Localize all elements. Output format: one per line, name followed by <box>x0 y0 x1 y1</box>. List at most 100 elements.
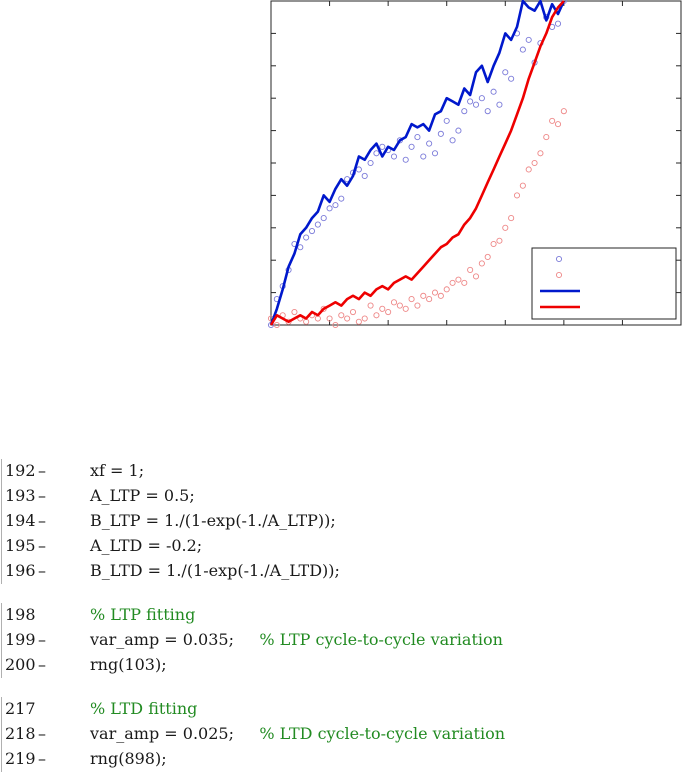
legend-marker-0 <box>555 255 563 263</box>
code-text: % LTD fitting <box>90 697 197 721</box>
series-0-point-9 <box>320 215 327 222</box>
series-1-point-43 <box>519 182 526 189</box>
legend-box <box>531 247 677 320</box>
series-0-point-44 <box>525 36 532 43</box>
series-0-point-12 <box>338 195 345 202</box>
code-line[interactable]: 217 % LTD fitting <box>0 697 683 721</box>
code-text: var_amp = 0.025; % LTD cycle-to-cycle va… <box>90 722 505 746</box>
series-0-point-41 <box>508 75 515 82</box>
breakpoint-marker[interactable]: – <box>38 630 46 649</box>
series-1-point-6 <box>303 318 310 325</box>
series-0-point-32 <box>455 127 462 134</box>
line-number: 217 <box>5 699 36 718</box>
series-0-point-26 <box>420 153 427 160</box>
code-comment: % LTP fitting <box>90 605 196 624</box>
breakpoint-marker[interactable]: – <box>38 561 46 580</box>
series-1-point-25 <box>414 302 421 309</box>
series-0-point-11 <box>332 202 339 209</box>
series-1-point-27 <box>426 296 433 303</box>
series-0-point-29 <box>437 130 444 137</box>
series-0-point-10 <box>326 205 333 212</box>
series-1-point-28 <box>431 289 439 296</box>
code-line[interactable]: 195– A_LTD = -0.2; <box>0 534 683 558</box>
line-number: 192 <box>5 461 36 480</box>
fitting-plot <box>267 0 682 329</box>
series-1-point-8 <box>314 315 321 322</box>
series-1-point-21 <box>390 299 398 306</box>
series-0-point-49 <box>554 20 562 27</box>
series-1-point-31 <box>449 279 456 286</box>
series-1-point-44 <box>525 166 532 173</box>
code-line[interactable]: 199– var_amp = 0.035; % LTP cycle-to-cycl… <box>0 628 683 652</box>
breakpoint-marker[interactable]: – <box>38 724 46 743</box>
code-line[interactable]: 219– rng(898); <box>0 747 683 771</box>
gutter-bar <box>1 603 2 678</box>
code-text: B_LTP = 1./(1-exp(-1./A_LTP)); <box>90 509 336 533</box>
series-0-point-36 <box>478 95 485 102</box>
code-statement: xf = 1; <box>90 461 145 480</box>
plot-marks <box>267 0 567 329</box>
code-line[interactable]: 192– xf = 1; <box>0 459 683 483</box>
series-1-point-38 <box>490 240 497 248</box>
code-statement: var_amp = 0.025; <box>90 724 260 743</box>
code-line[interactable]: 218– var_amp = 0.025; % LTD cycle-to-cycl… <box>0 722 683 746</box>
series-0-point-7 <box>308 227 316 235</box>
series-1-point-33 <box>461 279 468 286</box>
code-line[interactable]: 198 % LTP fitting <box>0 603 683 627</box>
series-0-point-43 <box>519 46 526 53</box>
breakpoint-marker[interactable]: – <box>38 511 46 530</box>
series-0-point-8 <box>314 221 321 228</box>
series-1-point-29 <box>437 292 444 299</box>
code-block: 198 % LTP fitting 199– var_amp = 0.035; % L… <box>0 603 683 678</box>
series-0-point-34 <box>467 98 474 105</box>
line-number: 200 <box>5 655 36 674</box>
series-1-point-45 <box>531 159 538 167</box>
series-0-point-5 <box>297 244 304 251</box>
code-text: xf = 1; <box>90 459 144 483</box>
gutter-bar <box>1 459 2 584</box>
code-line[interactable]: 193– A_LTP = 0.5; <box>0 484 683 508</box>
series-0-point-31 <box>449 137 456 144</box>
series-1-point-1 <box>273 321 280 329</box>
breakpoint-marker[interactable]: – <box>38 749 46 768</box>
breakpoint-marker[interactable]: – <box>38 461 46 480</box>
series-1-point-30 <box>443 286 450 293</box>
code-block: 192– xf = 1; 193– A_LTP = 0.5; 194– B_LTP = 1… <box>0 459 683 584</box>
series-0-point-15 <box>355 166 362 173</box>
line-number: 193 <box>5 486 36 505</box>
code-line[interactable]: 194– B_LTP = 1./(1-exp(-1./A_LTP)); <box>0 509 683 533</box>
legend-marker-1 <box>555 271 563 279</box>
series-1-point-14 <box>349 308 357 316</box>
line-number: 195 <box>5 536 36 555</box>
series-0-point-17 <box>367 159 374 167</box>
code-line[interactable]: 196– B_LTD = 1./(1-exp(-1./A_LTD)); <box>0 559 683 583</box>
series-1-point-48 <box>549 117 556 124</box>
line-number: 219 <box>5 749 36 768</box>
series-1-point-13 <box>344 315 351 322</box>
series-0-point-35 <box>472 101 480 108</box>
line-number: 199 <box>5 630 36 649</box>
series-1-point-17 <box>367 302 374 309</box>
breakpoint-marker[interactable]: – <box>38 655 46 674</box>
code-text: A_LTP = 0.5; <box>90 484 195 508</box>
code-statement: var_amp = 0.035; <box>90 630 260 649</box>
series-0-point-30 <box>443 117 450 124</box>
series-0-point-40 <box>502 69 509 76</box>
series-1-point-11 <box>332 321 339 329</box>
series-0-point-18 <box>373 150 380 157</box>
series-0-point-25 <box>414 134 421 141</box>
breakpoint-marker[interactable]: – <box>38 486 46 505</box>
breakpoint-marker[interactable]: – <box>38 536 46 555</box>
plot-legend <box>531 247 677 320</box>
series-1-point-26 <box>420 292 427 299</box>
code-text: B_LTD = 1./(1-exp(-1./A_LTD)); <box>90 559 340 583</box>
series-1-point-47 <box>543 134 550 141</box>
series-1-point-12 <box>338 312 345 319</box>
code-line[interactable]: 200– rng(103); <box>0 653 683 677</box>
series-1-point-10 <box>326 315 333 322</box>
series-1-point-16 <box>361 315 368 322</box>
line-number: 194 <box>5 511 36 530</box>
series-0-point-39 <box>496 101 503 108</box>
code-statement: B_LTP = 1./(1-exp(-1./A_LTP)); <box>90 511 336 530</box>
code-comment: % LTP cycle-to-cycle variation <box>259 630 503 649</box>
